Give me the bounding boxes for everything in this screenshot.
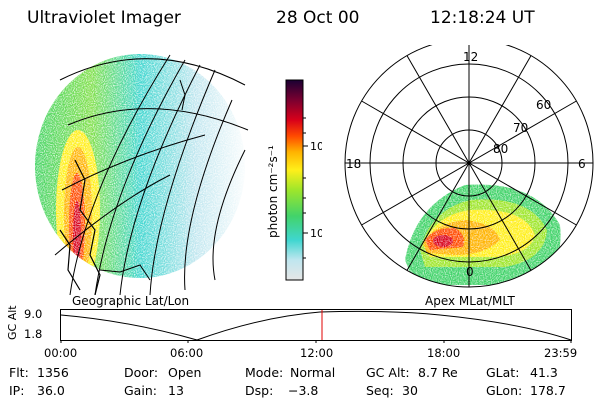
xtick-1800: 18:00: [427, 346, 461, 360]
xtick-2359: 23:59: [544, 346, 578, 360]
gcalt-label: GC Alt:: [366, 365, 410, 380]
gcalt-value: 8.7 Re: [418, 365, 458, 380]
ip-label: IP:: [9, 383, 25, 398]
colorbar-unit-label: photon cm⁻²s⁻¹: [266, 145, 280, 238]
glon-value: 178.7: [530, 383, 566, 398]
mlat-label-80: 80: [493, 142, 508, 156]
geographic-caption: Geographic Lat/Lon: [72, 294, 190, 308]
polar-plot: 12 18 6 0 60 70 80: [344, 45, 594, 288]
mlat-label-60: 60: [536, 98, 551, 112]
gain-label: Gain:: [124, 383, 157, 398]
ytick-9: 9.0: [24, 307, 43, 321]
xtick-0000: 00:00: [44, 346, 78, 360]
seq-label: Seq:: [366, 383, 394, 398]
mode-label: Mode:: [245, 365, 284, 380]
ytick-1-8: 1.8: [24, 327, 43, 341]
mlt-label-0: 0: [466, 265, 474, 279]
door-value: Open: [168, 365, 202, 380]
glon-label: GLon:: [486, 383, 523, 398]
mlt-label-18: 18: [346, 157, 361, 171]
gain-value: 13: [168, 383, 184, 398]
polar-caption: Apex MLat/MLT: [425, 294, 515, 308]
ip-value: 36.0: [37, 383, 65, 398]
mlt-label-6: 6: [578, 157, 586, 171]
glat-value: 41.3: [530, 365, 558, 380]
dsp-value: −3.8: [288, 383, 319, 398]
door-label: Door:: [124, 365, 159, 380]
mlat-label-70: 70: [513, 121, 528, 135]
xtick-1200: 12:00: [300, 346, 334, 360]
xtick-0600: 06:00: [170, 346, 204, 360]
geographic-image: [35, 54, 249, 295]
instrument-title: Ultraviolet Imager: [27, 8, 181, 28]
dsp-label: Dsp:: [245, 383, 274, 398]
date-label: 28 Oct 00: [276, 8, 360, 28]
time-label: 12:18:24 UT: [430, 8, 535, 28]
gc-alt-axis-label: GC Alt: [6, 305, 19, 340]
glat-label: GLat:: [486, 365, 520, 380]
colorbar-tick: 10: [310, 227, 322, 240]
colorbar-tick: 100: [310, 140, 322, 153]
mode-value: Normal: [290, 365, 336, 380]
flt-value: 1356: [37, 365, 69, 380]
colorbar: 100 10 photon cm⁻²s⁻¹: [266, 79, 322, 281]
altitude-strip: [60, 309, 572, 343]
flt-label: Flt:: [9, 365, 29, 380]
seq-value: 30: [402, 383, 418, 398]
mlt-label-12: 12: [463, 50, 478, 64]
